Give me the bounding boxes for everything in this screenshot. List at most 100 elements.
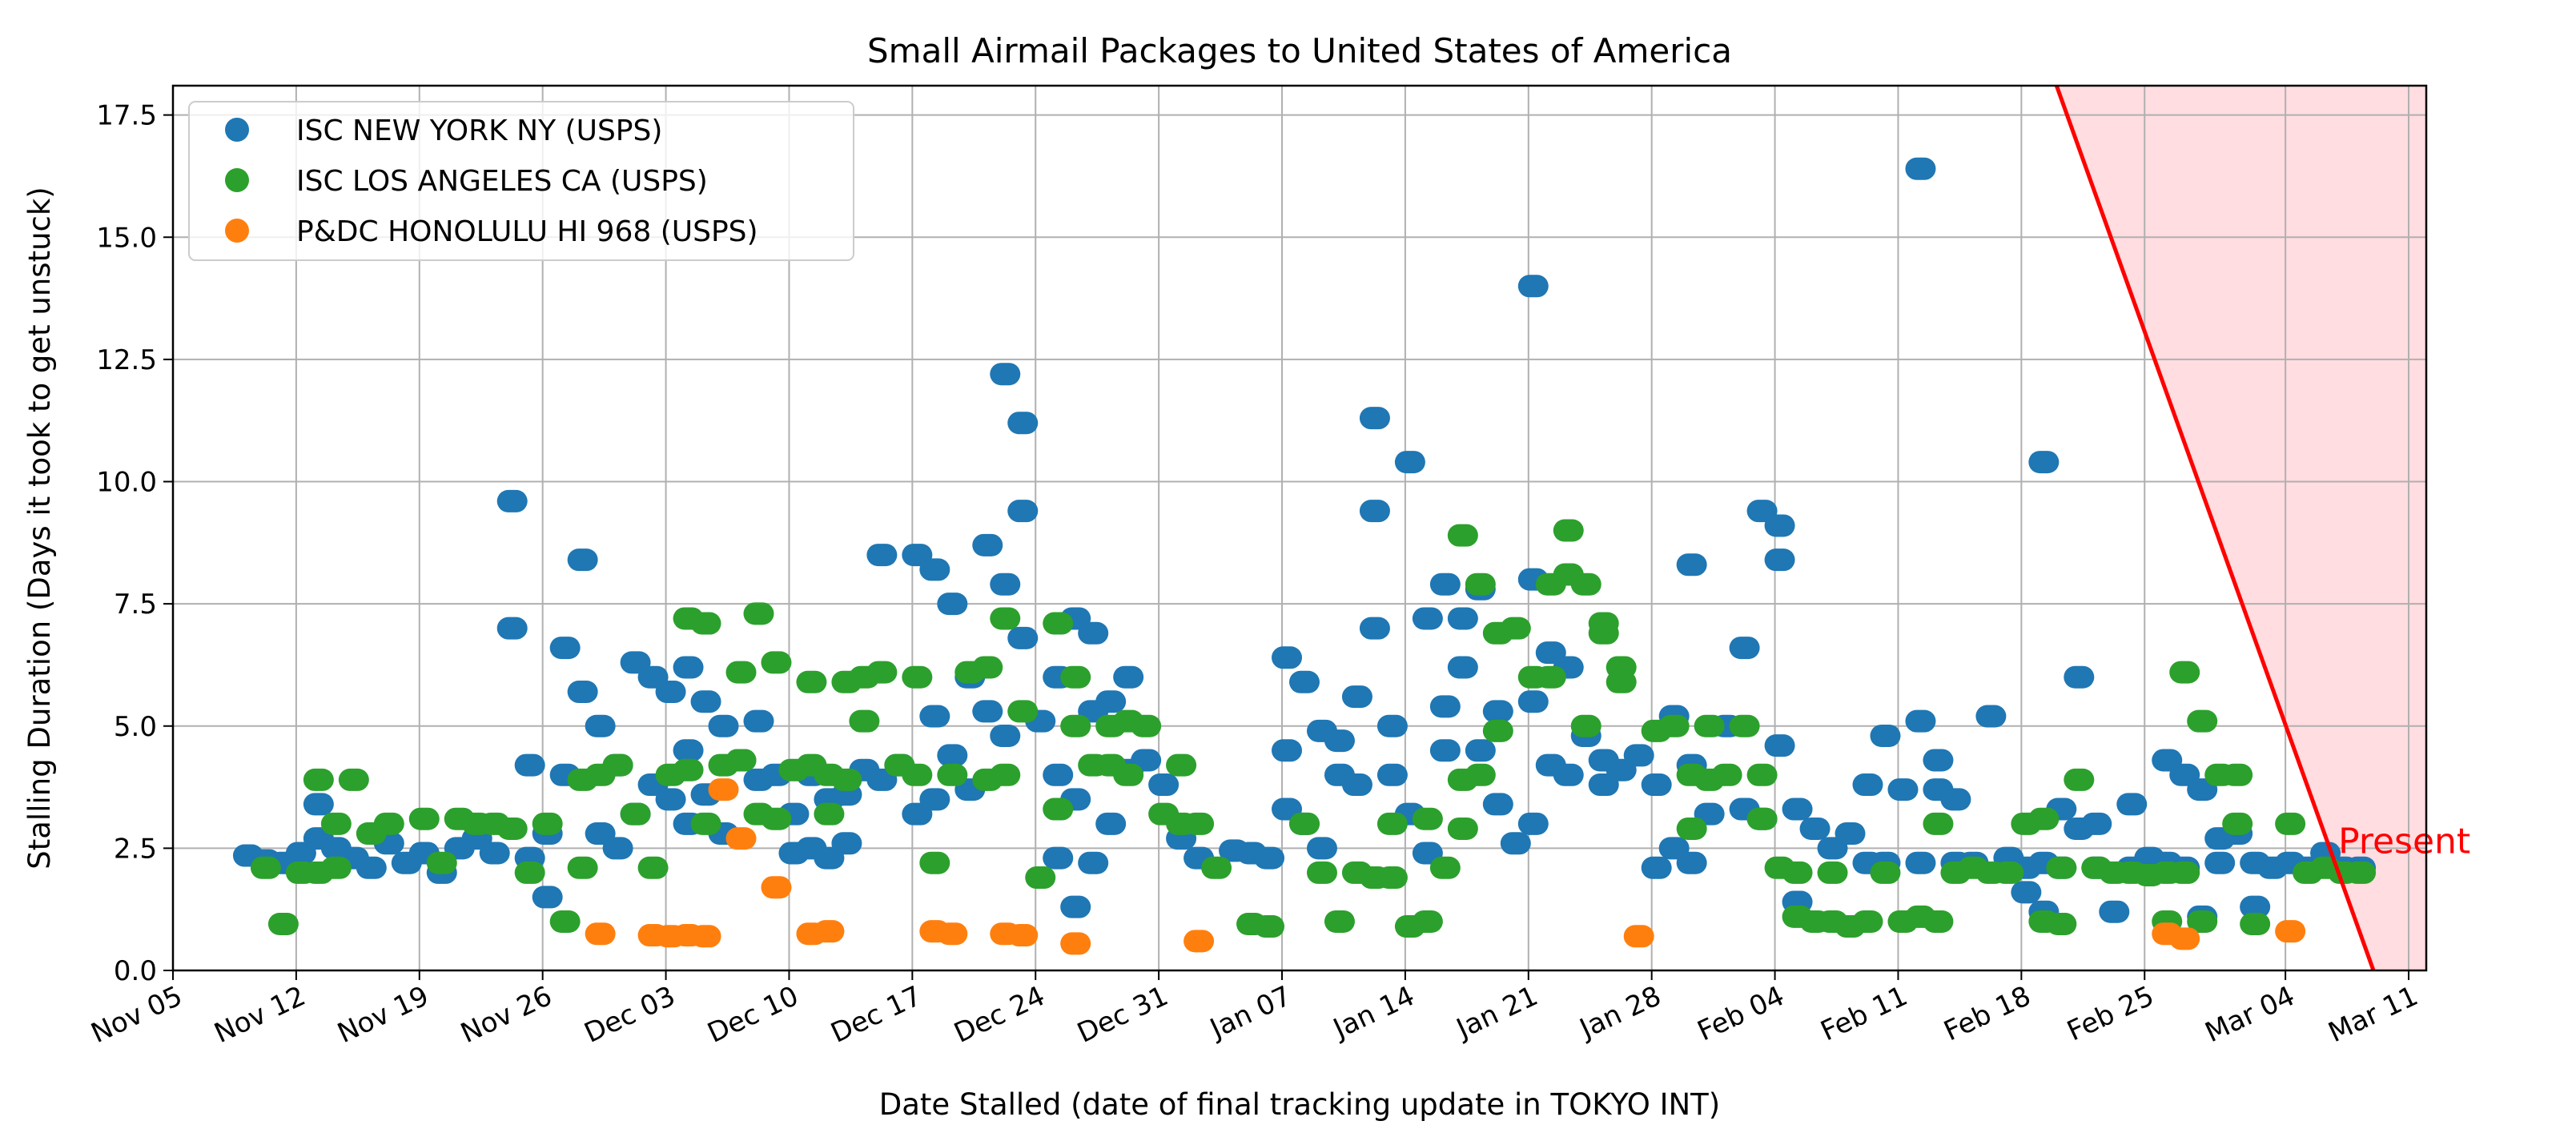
x-tick-label: Feb 18 (1939, 980, 2035, 1048)
data-point (849, 709, 880, 733)
y-tick-label: 15.0 (96, 222, 157, 254)
data-point (1272, 646, 1303, 669)
data-point (937, 922, 968, 946)
data-point (338, 768, 369, 791)
data-point (303, 793, 334, 816)
data-point (1447, 656, 1478, 679)
data-point (426, 851, 457, 874)
data-point (320, 856, 352, 879)
data-point (567, 681, 598, 704)
data-point (2275, 812, 2306, 835)
data-point (1429, 695, 1461, 718)
data-point (2028, 807, 2060, 830)
legend-label: P&DC HONOLULU HI 968 (USPS) (296, 215, 758, 248)
data-point (1782, 797, 1813, 821)
legend: ISC NEW YORK NY (USPS) ISC LOS ANGELES CA… (188, 101, 854, 261)
data-point (2046, 913, 2077, 936)
data-point (1975, 705, 2007, 728)
y-tick-label: 0.0 (114, 955, 157, 987)
data-point (814, 920, 845, 943)
present-annotation: Present (2054, 85, 2470, 971)
data-point (1905, 709, 1936, 733)
data-point (1605, 670, 1637, 693)
data-point (673, 656, 704, 679)
data-point (1376, 866, 1408, 890)
legend-marker (225, 168, 249, 192)
data-point (1184, 812, 1215, 835)
x-tick-label: Jan 14 (1327, 980, 1419, 1046)
data-point (1553, 519, 1584, 542)
y-axis-ticks: 0.0 2.5 5.0 7.5 10.0 12.5 15.0 17.5 (96, 100, 173, 987)
x-tick-label: Feb 25 (2063, 980, 2159, 1048)
data-point (1923, 910, 1954, 933)
data-point (866, 661, 898, 684)
data-point (532, 812, 563, 835)
data-point (2081, 812, 2112, 835)
data-point (1746, 807, 1778, 830)
data-point (1359, 500, 1390, 523)
y-tick-label: 5.0 (114, 711, 157, 743)
data-point (1043, 797, 1074, 821)
legend-box (188, 101, 854, 261)
data-point (2099, 900, 2130, 923)
data-point (1676, 851, 1707, 874)
data-point (2169, 861, 2200, 884)
data-point (1025, 866, 1056, 890)
data-point (1289, 670, 1320, 693)
data-point (1429, 856, 1461, 879)
present-shade (2056, 86, 2426, 970)
data-point (972, 700, 1003, 723)
data-point (2204, 851, 2236, 874)
y-axis-label: Stalling Duration (Days it took to get u… (22, 187, 57, 869)
x-tick-label: Mar 04 (2200, 980, 2300, 1049)
data-point (2240, 913, 2271, 936)
data-point (1923, 749, 1954, 772)
data-point (1553, 763, 1584, 786)
data-point (1623, 925, 1654, 948)
data-point (1254, 846, 1285, 870)
data-point (2028, 451, 2060, 474)
data-point (1746, 763, 1778, 786)
data-point (1641, 856, 1672, 879)
y-tick-label: 7.5 (114, 589, 157, 621)
data-point (1465, 572, 1496, 596)
data-point (937, 593, 968, 616)
data-point (2064, 768, 2095, 791)
legend-marker (225, 118, 249, 142)
data-point (1429, 572, 1461, 596)
data-point (1482, 700, 1513, 723)
data-point (902, 763, 933, 786)
data-point (1447, 817, 1478, 840)
data-point (1007, 500, 1039, 523)
data-point (1043, 846, 1074, 870)
data-point (1517, 690, 1549, 713)
data-point (2240, 895, 2271, 918)
data-point (2169, 927, 2200, 950)
data-point (532, 886, 563, 909)
data-point (761, 807, 792, 830)
x-tick-label: Jan 07 (1204, 980, 1296, 1046)
data-point (496, 489, 528, 512)
data-point (902, 665, 933, 689)
data-point (1131, 714, 1162, 737)
y-tick-label: 12.5 (96, 344, 157, 376)
data-point (1764, 734, 1795, 757)
data-point (549, 637, 581, 660)
data-point (2187, 910, 2218, 933)
data-point (1376, 714, 1408, 737)
data-point (1500, 832, 1531, 855)
data-point (1482, 793, 1513, 816)
data-point (602, 753, 633, 777)
data-point (1905, 851, 1936, 874)
data-point (514, 753, 545, 777)
legend-label: ISC NEW YORK NY (USPS) (296, 114, 662, 147)
data-point (567, 548, 598, 572)
data-point (1676, 553, 1707, 577)
data-point (1993, 861, 2024, 884)
data-point (1711, 763, 1742, 786)
data-point (1676, 817, 1707, 840)
plot-frame (171, 84, 2428, 972)
data-point (1887, 778, 1919, 802)
data-point (1729, 714, 1760, 737)
